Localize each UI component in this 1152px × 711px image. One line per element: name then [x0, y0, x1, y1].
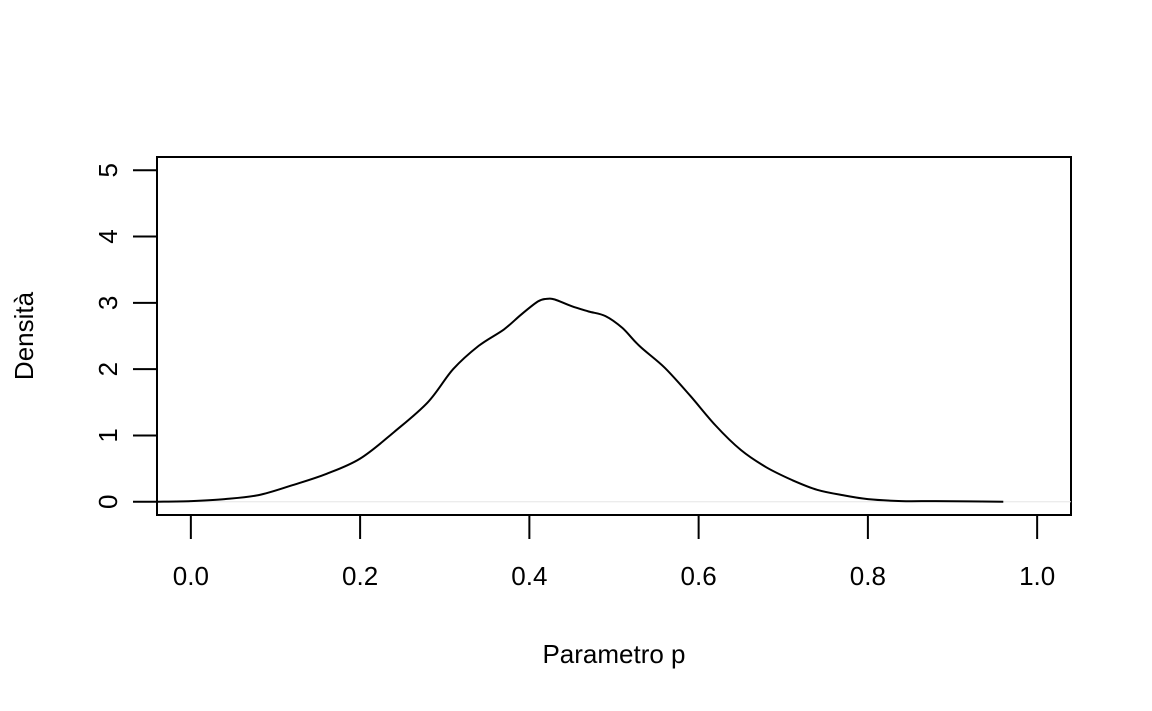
x-tick-label: 0.0	[173, 561, 209, 591]
density-line	[156, 297, 1004, 503]
plot-frame	[156, 156, 1072, 516]
x-tick-label: 0.6	[681, 561, 717, 591]
y-axis: 0 1 2 3 4 5	[93, 163, 158, 509]
x-tick-label: 0.8	[850, 561, 886, 591]
y-tick-label: 5	[93, 163, 123, 177]
y-tick-label: 2	[93, 362, 123, 376]
x-axis: 0.0 0.2 0.4 0.6 0.8 1.0	[173, 514, 1055, 591]
y-tick-label: 4	[93, 229, 123, 243]
y-tick-label: 3	[93, 296, 123, 310]
x-tick-label: 1.0	[1019, 561, 1055, 591]
y-tick-label: 0	[93, 495, 123, 509]
x-tick-label: 0.4	[511, 561, 547, 591]
x-axis-label: Parametro p	[542, 639, 685, 669]
y-tick-label: 1	[93, 428, 123, 442]
y-axis-label: Densità	[9, 291, 39, 380]
x-tick-label: 0.2	[342, 561, 378, 591]
